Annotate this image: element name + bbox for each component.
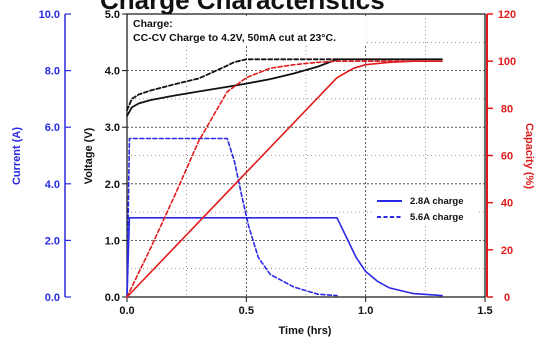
capacity-tick-label: 0 [504, 292, 510, 304]
current-series-2-8a [126, 217, 443, 298]
voltage-axis: 0.0 1.0 2.0 3.0 4.0 5.0 [105, 9, 127, 304]
capacity-axis: 0 20 40 60 80 100 120 [486, 9, 516, 304]
annotation-line-1: Charge: [133, 18, 173, 30]
voltage-tick-label: 2.0 [105, 179, 120, 191]
voltage-tick-label: 1.0 [105, 235, 120, 247]
capacity-tick-label: 40 [501, 198, 513, 210]
current-tick-label: 6.0 [45, 122, 60, 134]
x-tick-label: 1.5 [477, 305, 492, 317]
voltage-axis-title: Voltage (V) [83, 127, 95, 184]
capacity-axis-title: Capacity (%) [523, 123, 535, 189]
legend-label-5-6a: 5.6A charge [410, 212, 464, 223]
grid [127, 14, 485, 297]
legend-box [372, 192, 478, 226]
voltage-tick-label: 4.0 [105, 66, 120, 78]
capacity-tick-label: 100 [498, 56, 516, 68]
annotation-box [130, 16, 366, 46]
x-tick-label: 0.5 [239, 305, 254, 317]
current-tick-label: 10.0 [39, 9, 60, 21]
current-series-5-6a [126, 137, 338, 298]
series-lines [126, 58, 443, 298]
current-tick-label: 0.0 [45, 292, 60, 304]
capacity-tick-label: 60 [501, 151, 513, 163]
current-tick-label: 2.0 [45, 235, 60, 247]
current-axis: 0.0 2.0 4.0 6.0 8.0 10.0 [39, 9, 71, 304]
voltage-tick-label: 5.0 [105, 9, 120, 21]
voltage-tick-label: 0.0 [105, 292, 120, 304]
annotation-line-2: CC-CV Charge to 4.2V, 50mA cut at 23°C. [133, 32, 336, 44]
x-tick-label: 1.0 [358, 305, 373, 317]
x-axis-title: Time (hrs) [279, 325, 332, 337]
capacity-series-5-6a [126, 60, 443, 298]
page-title: Charge Characteristics [100, 0, 385, 15]
voltage-series-5-6a [126, 58, 338, 112]
legend: 2.8A charge 5.6A charge [372, 192, 478, 226]
legend-label-2-8a: 2.8A charge [410, 196, 464, 207]
x-axis: 0.0 0.5 1.0 1.5 [119, 297, 493, 317]
current-axis-title: Current (A) [11, 127, 23, 185]
capacity-series-2-8a [126, 60, 443, 298]
capacity-tick-label: 120 [498, 9, 516, 21]
voltage-tick-label: 3.0 [105, 122, 120, 134]
current-tick-label: 8.0 [45, 66, 60, 78]
x-tick-label: 0.0 [119, 305, 134, 317]
capacity-tick-label: 80 [501, 103, 513, 115]
capacity-tick-label: 20 [501, 245, 513, 257]
current-tick-label: 4.0 [45, 179, 60, 191]
